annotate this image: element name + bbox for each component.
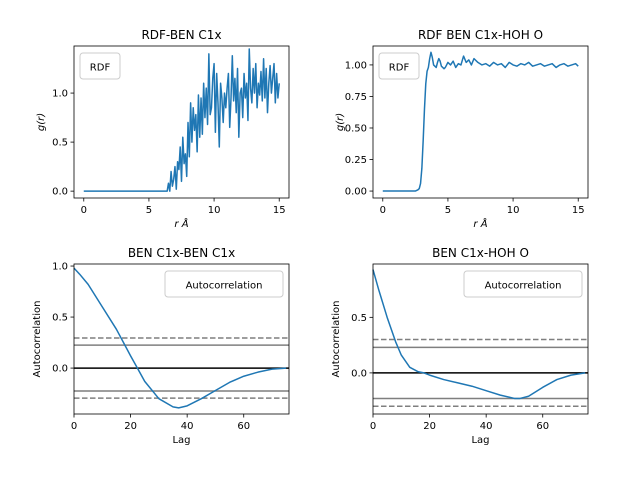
x-axis-label: Lag	[172, 435, 190, 446]
y-tick-label: 1.0	[52, 262, 68, 273]
x-axis-label: r Å	[473, 217, 487, 230]
x-tick-label: 10	[208, 205, 221, 216]
x-tick-label: 0	[71, 421, 77, 432]
y-axis-label: g(r)	[36, 113, 47, 131]
axes-frame	[73, 263, 290, 415]
x-tick-label: 0	[370, 421, 376, 432]
chart-panel-2: 0 5 10 15 0.00 0.25 0.50 0.75 1.00 RDF BEN C1x-HO…	[335, 28, 589, 230]
x-axis-label: r Å	[174, 217, 188, 230]
x-tick-label: 60	[237, 421, 250, 432]
legend-label: RDF	[389, 63, 410, 74]
x-tick-label: 20	[124, 421, 137, 432]
x-tick-label: 15	[572, 205, 585, 216]
legend-label: Autocorrelation	[485, 281, 562, 292]
x-tick-label: 5	[445, 205, 451, 216]
x-tick-label: 40	[480, 421, 493, 432]
axes-frame	[73, 45, 290, 199]
chart-title: BEN C1x-BEN C1x	[128, 246, 235, 260]
axes-frame	[372, 45, 589, 199]
y-tick-label: 0.5	[52, 138, 68, 149]
x-tick-label: 5	[146, 205, 152, 216]
y-tick-label: 0.25	[345, 155, 367, 166]
y-axis-label: Autocorrelation	[331, 301, 342, 378]
legend-box	[378, 52, 420, 80]
y-tick-label: 0.50	[345, 123, 367, 134]
series-line	[382, 51, 579, 192]
chart-title: RDF BEN C1x-HOH O	[418, 28, 543, 42]
series-line	[73, 267, 287, 409]
x-tick-label: 60	[536, 421, 549, 432]
legend-label: Autocorrelation	[186, 281, 263, 292]
y-tick-label: 0.5	[351, 313, 367, 324]
y-tick-label: 0.0	[351, 368, 367, 379]
y-tick-label: 0.0	[52, 187, 68, 198]
chart-panel-1: 0 5 10 15 0.0 0.5 1.0 RDF-BEN C1x r Å g(r) RDF	[36, 28, 290, 230]
y-tick-label: 0.00	[345, 187, 367, 198]
series-line	[83, 48, 280, 192]
legend-box	[164, 270, 284, 298]
x-tick-label: 0	[380, 205, 386, 216]
chart-panel-4: 0 20 40 60 0.0 0.5 BEN C1x-HOH O Lag Autocorrela…	[331, 246, 589, 446]
y-axis-label: g(r)	[335, 113, 346, 131]
series-line	[372, 269, 586, 400]
x-tick-label: 10	[507, 205, 520, 216]
y-axis-label: Autocorrelation	[32, 301, 43, 378]
chart-title: RDF-BEN C1x	[141, 28, 221, 42]
legend-box	[79, 52, 121, 80]
y-tick-label: 0.75	[345, 92, 367, 103]
x-tick-label: 0	[81, 205, 87, 216]
legend-box	[463, 270, 583, 298]
x-axis-label: Lag	[471, 435, 489, 446]
legend-label: RDF	[90, 63, 111, 74]
y-tick-label: 1.0	[52, 89, 68, 100]
y-tick-label: 1.00	[345, 60, 367, 71]
chart-panel-3: 0 20 40 60 0.0 0.5 1.0 BEN C1x-BEN C1x Lag Autoco…	[32, 246, 290, 446]
x-tick-label: 20	[423, 421, 436, 432]
axes-frame	[372, 263, 589, 415]
chart-title: BEN C1x-HOH O	[432, 246, 529, 260]
x-tick-label: 40	[181, 421, 194, 432]
y-tick-label: 0.0	[52, 364, 68, 375]
y-tick-label: 0.5	[52, 313, 68, 324]
x-tick-label: 15	[273, 205, 286, 216]
